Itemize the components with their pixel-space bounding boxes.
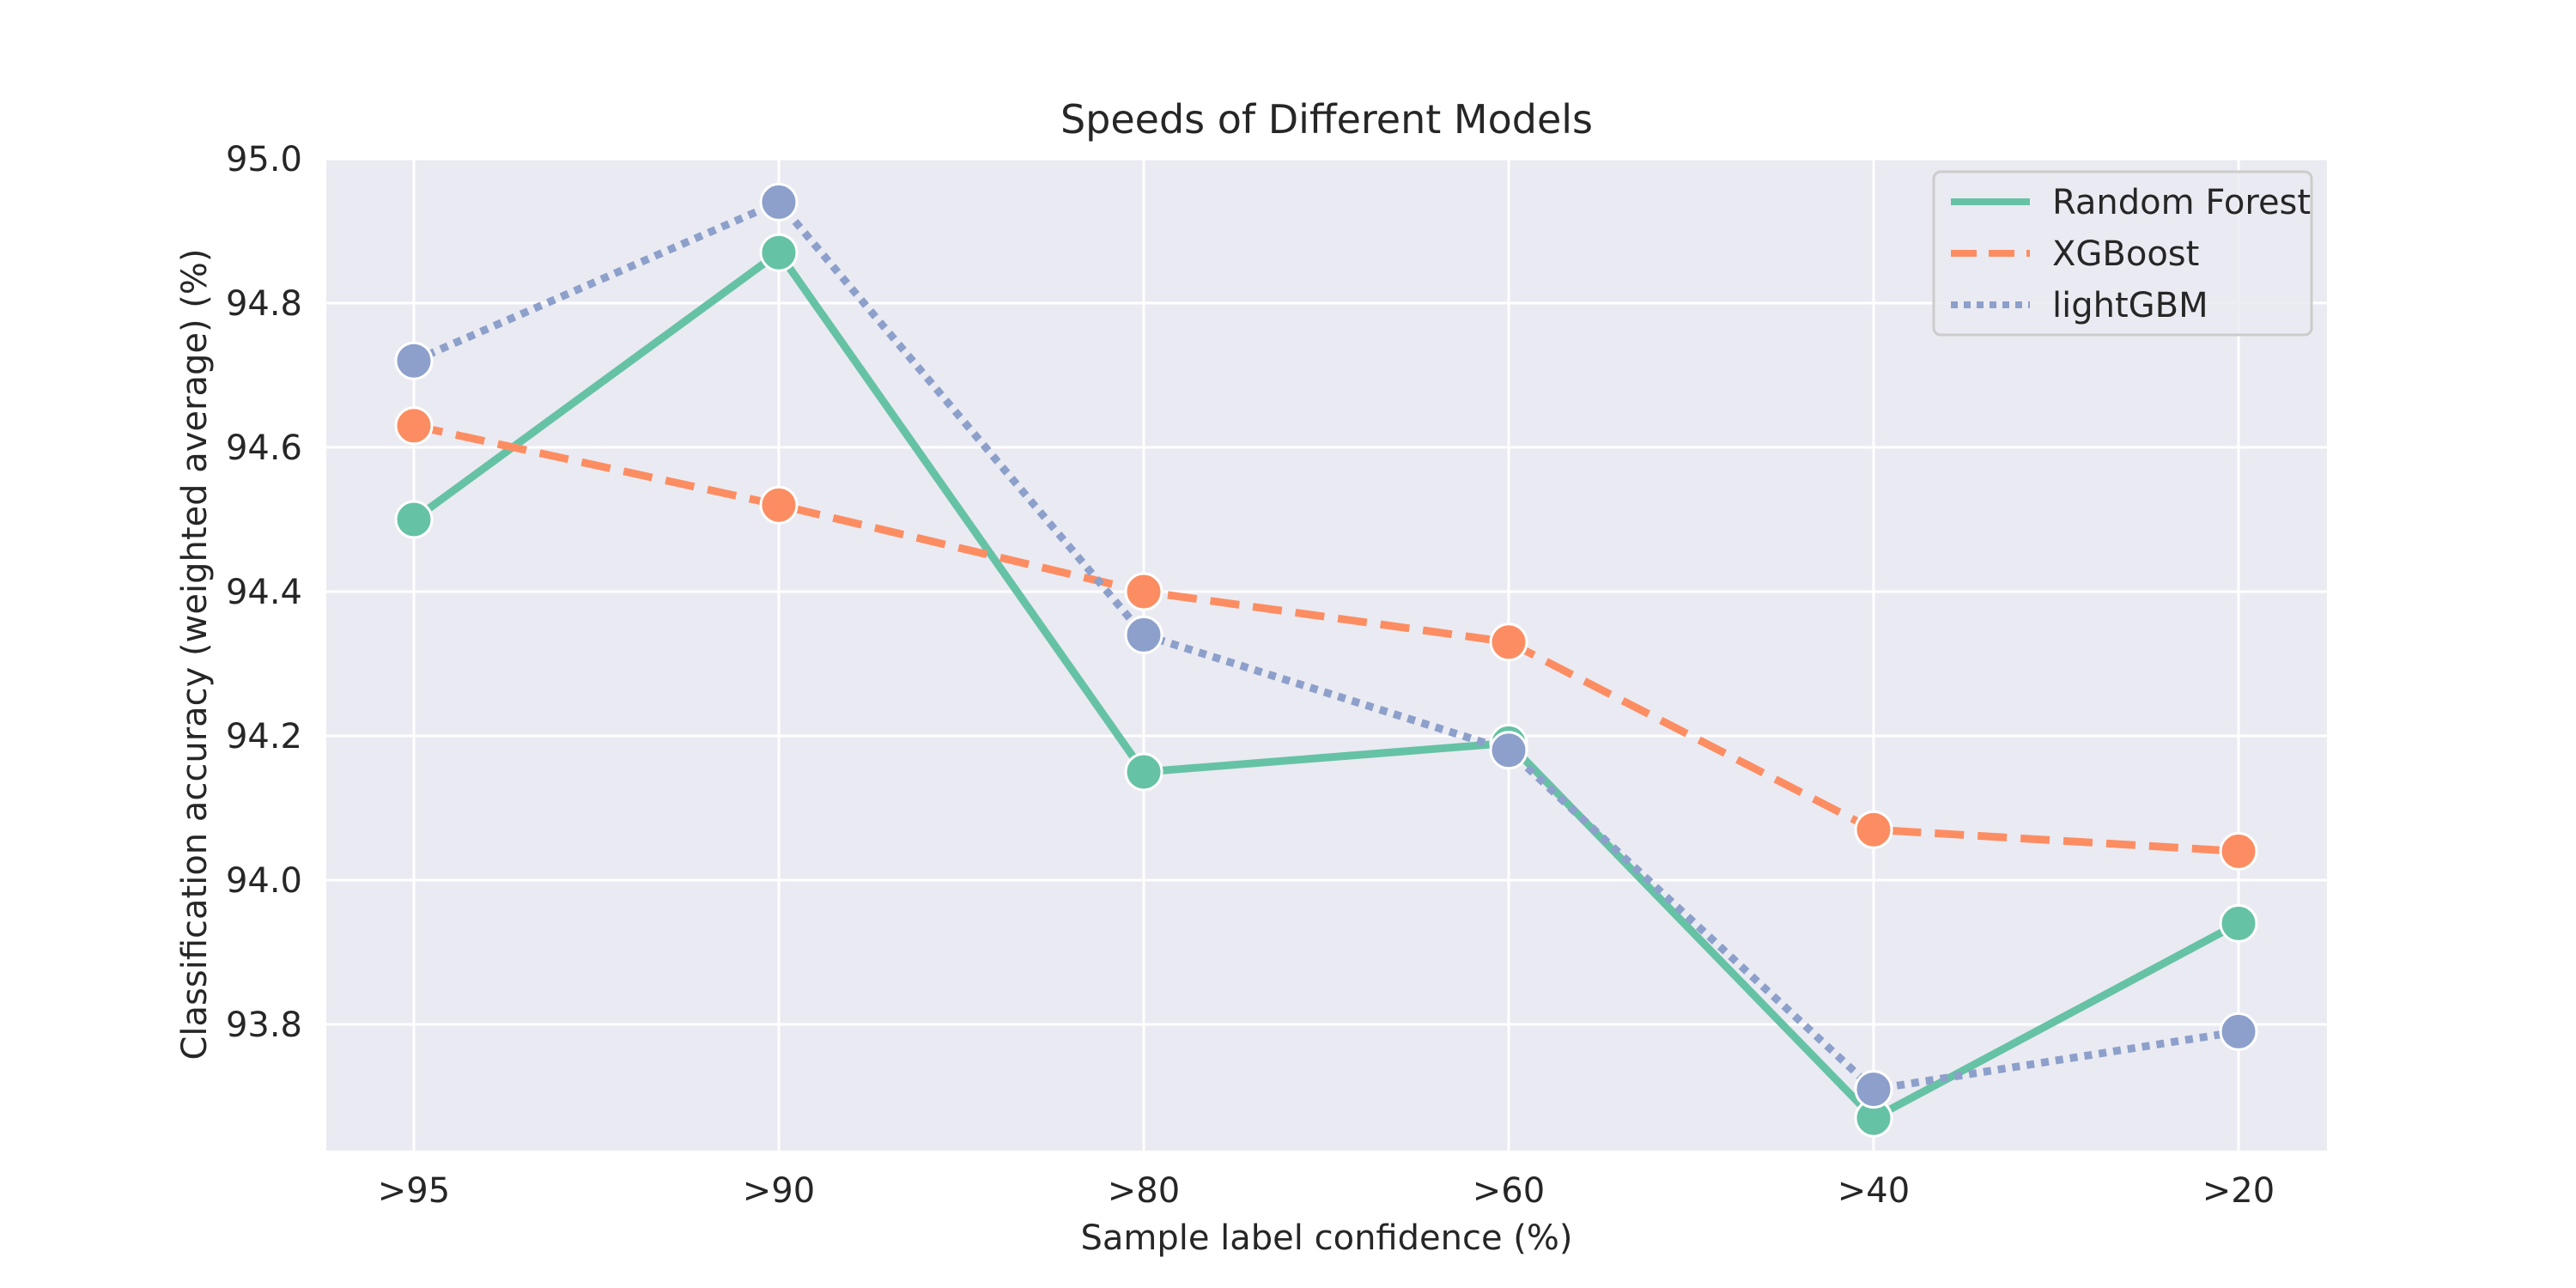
series-layer bbox=[394, 182, 2258, 1138]
data-point bbox=[394, 341, 434, 380]
y-tick-label: 94.2 bbox=[226, 717, 302, 756]
data-point bbox=[2219, 831, 2258, 871]
data-point bbox=[2219, 903, 2258, 943]
y-tick-label: 94.4 bbox=[226, 573, 302, 612]
series-line-1 bbox=[413, 422, 2239, 855]
legend: Random Forest XGBoost lightGBM bbox=[1932, 170, 2313, 337]
chart-title: Speeds of Different Models bbox=[1060, 96, 1593, 143]
x-tick-label: >80 bbox=[1108, 1171, 1180, 1211]
y-tick-label: 94.8 bbox=[226, 284, 302, 324]
y-tick-label: 94.6 bbox=[226, 428, 302, 468]
y-tick-label: 94.0 bbox=[226, 861, 302, 901]
y-tick-label: 95.0 bbox=[226, 140, 302, 179]
legend-entry: Random Forest bbox=[2052, 183, 2311, 222]
tick-layer: >95 >90 >80 >60 >40 >20 93.8 94.0 94.2 94.4 94.6 94… bbox=[226, 140, 2275, 1211]
data-point bbox=[1854, 810, 1893, 849]
grid-layer bbox=[326, 157, 2327, 1151]
data-point bbox=[759, 233, 799, 272]
data-point bbox=[1489, 731, 1528, 770]
x-tick-label: >40 bbox=[1838, 1171, 1910, 1211]
x-tick-label: >20 bbox=[2202, 1171, 2275, 1211]
x-tick-label: >90 bbox=[743, 1171, 815, 1211]
series-line-0 bbox=[411, 248, 2241, 1122]
x-axis-label: Sample label confidence (%) bbox=[1080, 1218, 1572, 1258]
data-point bbox=[1124, 752, 1163, 792]
data-point bbox=[1854, 1070, 1893, 1109]
data-point bbox=[1124, 615, 1163, 654]
data-point bbox=[759, 485, 799, 525]
data-point bbox=[759, 182, 799, 222]
data-point bbox=[394, 500, 434, 539]
legend-entry: XGBoost bbox=[2052, 234, 2199, 274]
data-point bbox=[394, 406, 434, 446]
series-line-2 bbox=[412, 197, 2239, 1094]
legend-frame bbox=[1932, 170, 2313, 337]
y-axis-label: Classification accuracy (weighted averag… bbox=[175, 248, 215, 1060]
data-point bbox=[2219, 1012, 2258, 1051]
x-tick-label: >60 bbox=[1473, 1171, 1545, 1211]
x-tick-label: >95 bbox=[378, 1171, 450, 1211]
legend-entry: lightGBM bbox=[2052, 286, 2208, 325]
data-point bbox=[1489, 623, 1528, 662]
y-tick-label: 93.8 bbox=[226, 1005, 302, 1045]
data-point bbox=[1124, 572, 1163, 611]
